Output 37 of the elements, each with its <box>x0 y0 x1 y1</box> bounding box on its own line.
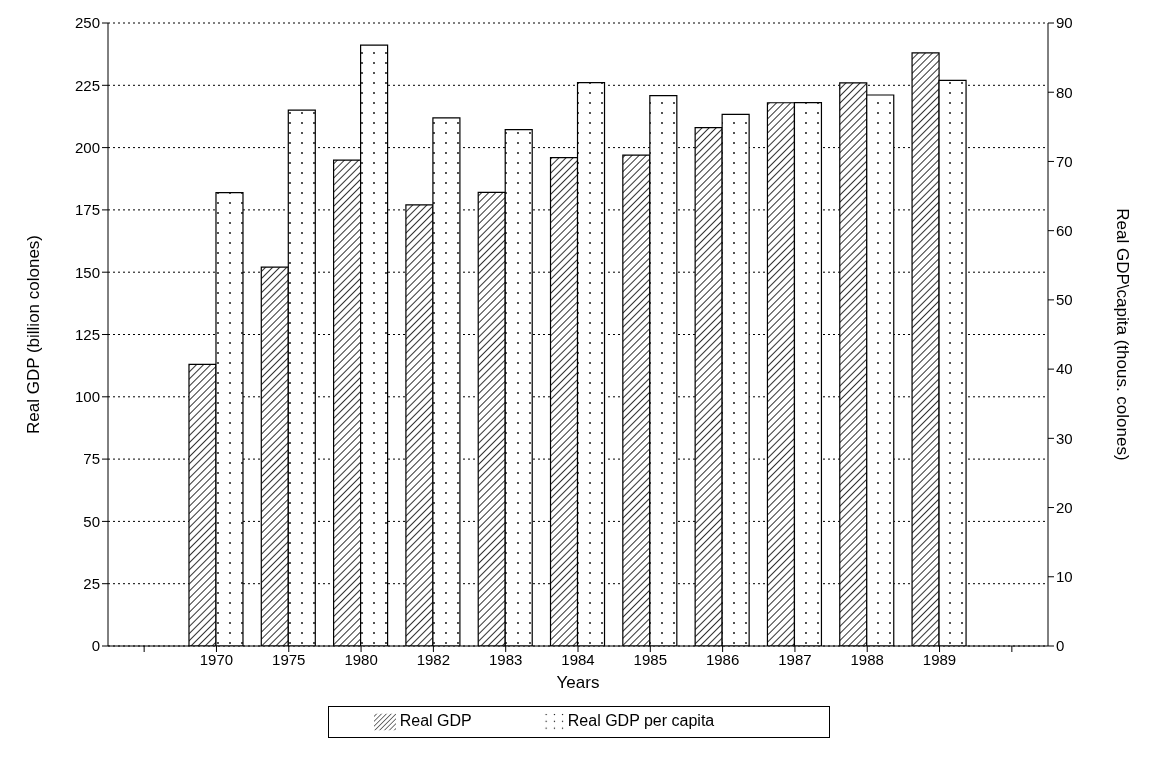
y-tick-label: 50 <box>83 512 100 530</box>
y-tick-label: 0 <box>91 637 100 655</box>
y-tick-label: 200 <box>74 138 100 156</box>
y-tick-label: 125 <box>74 325 100 343</box>
y2-tick-label: 20 <box>1056 498 1073 516</box>
x-tick-label: 1970 <box>199 650 234 668</box>
x-tick-label: 1984 <box>561 650 595 668</box>
y2-tick-label: 60 <box>1056 221 1073 239</box>
legend-label: Real GDP <box>399 712 472 730</box>
y2-tick-label: 90 <box>1056 14 1073 32</box>
x-tick-label: 1986 <box>705 650 740 668</box>
y-tick-label: 175 <box>74 201 100 219</box>
y-tick-label: 250 <box>74 14 100 32</box>
x-axis-title: Years <box>556 673 600 692</box>
y2-tick-label: 40 <box>1056 360 1073 378</box>
y2-tick-label: 10 <box>1056 568 1073 586</box>
x-tick-label: 1980 <box>344 650 378 668</box>
y-tick-label: 100 <box>74 388 100 406</box>
y-axis-title: Real GDP (billion colones) <box>24 234 44 435</box>
y-tick-label: 225 <box>74 76 100 94</box>
y2-tick-label: 80 <box>1056 83 1073 101</box>
y2-tick-label: 0 <box>1056 637 1065 655</box>
x-tick-label: 1989 <box>922 650 957 668</box>
y2-tick-label: 70 <box>1056 152 1073 170</box>
y2-tick-label: 50 <box>1056 291 1073 309</box>
legend-label: Real GDP per capita <box>567 712 715 730</box>
y-tick-label: 150 <box>74 263 100 281</box>
x-tick-label: 1988 <box>850 650 884 668</box>
x-tick-label: 1975 <box>272 650 306 668</box>
y-tick-label: 75 <box>83 450 100 468</box>
x-tick-label: 1985 <box>633 650 667 668</box>
y2-tick-label: 30 <box>1056 429 1073 447</box>
x-tick-label: 1987 <box>778 650 812 668</box>
y-tick-label: 25 <box>83 575 100 593</box>
x-tick-label: 1983 <box>489 650 523 668</box>
x-tick-label: 1982 <box>416 650 451 668</box>
y2-axis-title: Real GDP\capita (thous. colones) <box>1112 208 1132 461</box>
